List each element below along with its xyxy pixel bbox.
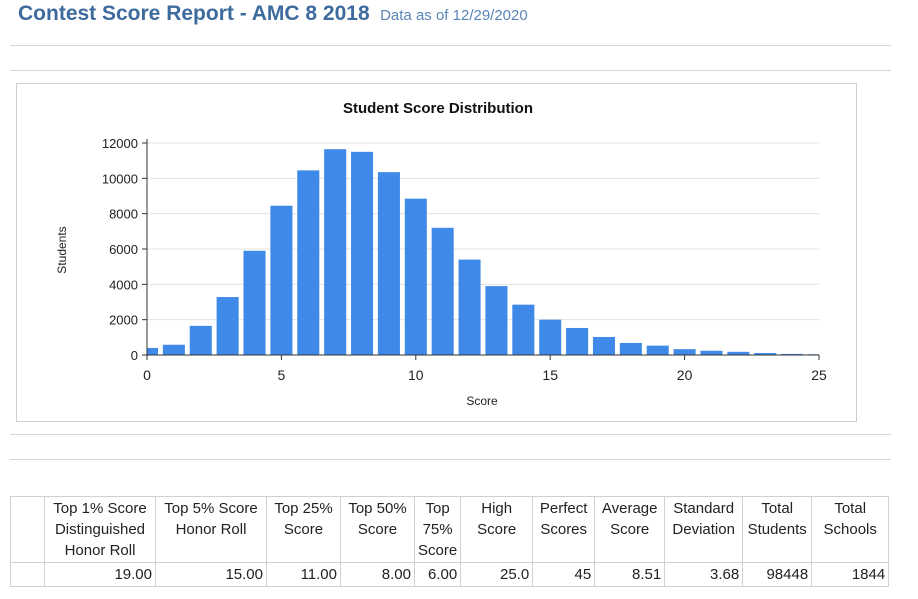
stats-header-cell: Average Score: [594, 496, 666, 563]
x-tick-label: 25: [811, 367, 827, 383]
x-tick-label: 20: [677, 367, 693, 383]
stats-header-cell: Top 1% Score Distinguished Honor Roll: [44, 496, 156, 563]
stats-value-cell: 19.00: [44, 562, 156, 587]
bar: [646, 345, 669, 355]
chart-canvas: 0 2000 4000 6000 8000 10000 12000 0 5 10 15 20 25 Stu…: [55, 100, 827, 408]
stats-header-cell: Perfect Scores: [532, 496, 596, 563]
bar: [700, 350, 723, 355]
stats-header-cell: Top 25% Score: [266, 496, 341, 563]
divider: [10, 434, 891, 435]
bar: [781, 353, 804, 355]
divider: [10, 459, 891, 460]
bar: [377, 172, 400, 355]
stats-header-cell: Top 50% Score: [340, 496, 415, 563]
bar: [162, 344, 185, 355]
bar: [189, 325, 212, 355]
y-tick-label: 12000: [102, 136, 138, 151]
stats-value-cell: 98448: [742, 562, 813, 587]
y-tick-label: 10000: [102, 171, 138, 186]
bar: [270, 205, 293, 355]
y-tick-label: 2000: [109, 313, 138, 328]
stats-header-cell: Top 5% Score Honor Roll: [155, 496, 267, 563]
y-tick-label: 4000: [109, 277, 138, 292]
bar: [754, 353, 777, 355]
report-title: Contest Score Report - AMC 8 2018: [18, 2, 370, 25]
chart-title: Student Score Distribution: [343, 100, 533, 117]
y-tick-label: 8000: [109, 207, 138, 222]
x-axis-label: Score: [466, 394, 498, 408]
stats-value-cell: 8.51: [594, 562, 666, 587]
bar: [351, 151, 374, 355]
y-tick-label: 0: [131, 348, 138, 363]
score-distribution-chart: 0 2000 4000 6000 8000 10000 12000 0 5 10 15 20 25 Stu…: [16, 83, 857, 422]
x-tick-label: 5: [278, 367, 286, 383]
bar: [147, 347, 159, 355]
bar: [512, 304, 535, 355]
stats-value-cell: 6.00: [413, 562, 462, 587]
stats-header-cell: Top 75% Score: [413, 496, 462, 563]
x-tick-label: 15: [542, 367, 558, 383]
y-axis-label: Students: [55, 226, 69, 273]
stats-value-cell: 11.00: [266, 562, 341, 587]
stats-value-cell: 3.68: [664, 562, 744, 587]
stats-value-cell: 1844: [811, 562, 890, 587]
bar: [216, 297, 239, 355]
bar: [727, 351, 750, 355]
stats-value-row: 19.00 15.00 11.00 8.00 6.00 25.0 45 8.51…: [10, 562, 890, 587]
stats-header-cell: Total Schools: [811, 496, 890, 563]
stats-value-cell: 45: [532, 562, 596, 587]
bar: [458, 259, 481, 355]
bar: [619, 342, 642, 355]
bar: [324, 149, 347, 355]
divider: [10, 45, 891, 46]
stats-header-cell: [10, 496, 45, 563]
stats-value-cell: 25.0: [460, 562, 534, 587]
report-date: Data as of 12/29/2020: [380, 7, 528, 24]
bar: [673, 349, 696, 355]
stats-value-cell: 15.00: [155, 562, 267, 587]
divider: [10, 70, 891, 71]
bar: [485, 286, 508, 355]
stats-value-cell: [10, 562, 45, 587]
stats-header-cell: Total Students: [742, 496, 813, 563]
report-header: Contest Score Report - AMC 8 2018 Data a…: [18, 2, 528, 26]
bar: [592, 336, 615, 355]
stats-header-cell: High Score: [460, 496, 534, 563]
y-tick-label: 6000: [109, 242, 138, 257]
bar: [404, 198, 427, 355]
bar: [566, 327, 589, 355]
bar: [243, 250, 266, 355]
stats-value-cell: 8.00: [340, 562, 415, 587]
stats-header-cell: Standard Deviation: [664, 496, 744, 563]
x-tick-label: 0: [143, 367, 151, 383]
bar: [431, 227, 454, 355]
bar: [539, 319, 562, 355]
bar: [297, 170, 320, 355]
stats-header-row: Top 1% Score Distinguished Honor Roll To…: [10, 496, 890, 563]
stats-table: Top 1% Score Distinguished Honor Roll To…: [10, 496, 890, 587]
x-tick-label: 10: [408, 367, 424, 383]
